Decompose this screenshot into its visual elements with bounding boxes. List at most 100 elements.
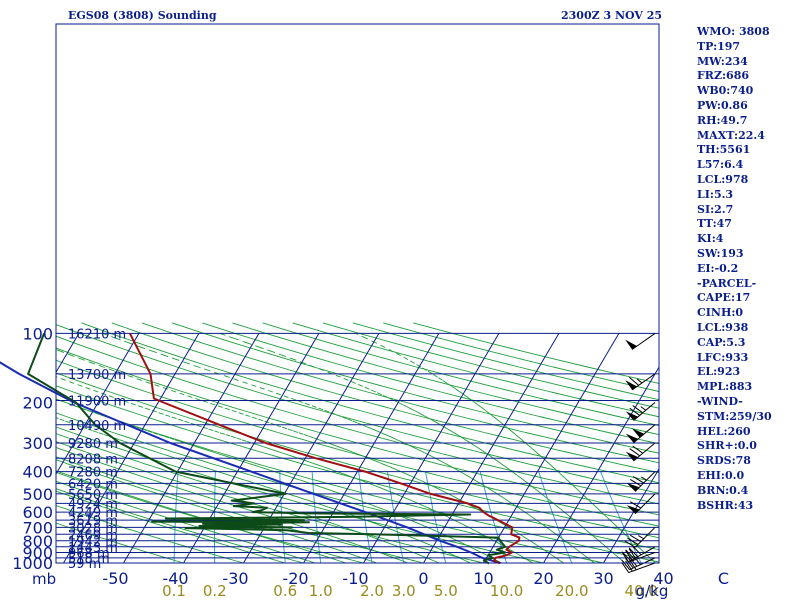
height-label: 968 m: [68, 546, 110, 561]
pressure-tick-label: 900: [22, 543, 53, 562]
dewpoint-line: [27, 333, 507, 565]
dry-adiabat-line: [141, 322, 660, 464]
index-line: SW:193: [697, 247, 744, 260]
isotherm-line: [55, 333, 80, 373]
index-line: -WIND-: [697, 395, 743, 408]
height-label: 10490 m: [68, 419, 126, 434]
index-line: BSHR:43: [697, 498, 754, 512]
index-line: WB0:740: [697, 84, 754, 98]
dry-adiabat-line: [352, 322, 660, 401]
height-label: 5650 m: [68, 488, 118, 503]
index-line: LCL:938: [697, 321, 749, 334]
index-line: EHI:0.0: [697, 469, 745, 482]
mixing-ratio-label: 2.0: [360, 582, 384, 600]
mixing-ratio-label: 0.1: [162, 582, 186, 600]
height-label: 4249 m: [68, 506, 118, 521]
mixing-ratio-label: 3.0: [392, 582, 416, 600]
wind-barb: [621, 548, 656, 563]
index-line: LI:5.3: [697, 187, 734, 201]
temperature-tick-label: -50: [102, 569, 128, 588]
height-label: 6420 m: [68, 477, 118, 492]
index-line: MW:234: [697, 54, 748, 68]
pressure-tick-label: 100: [22, 324, 53, 343]
index-line: TH:5561: [697, 143, 751, 157]
height-label: 8208 m: [68, 452, 118, 467]
isotherm-line: [363, 333, 500, 564]
pressure-tick-label: 200: [22, 394, 53, 413]
station-title: EGS08 (3808) Sounding: [68, 9, 217, 22]
isotherm-line: [303, 333, 440, 564]
temperature-tick-label: 20: [533, 569, 553, 588]
plot-frame: [55, 23, 660, 564]
sounding-profiles: [0, 332, 521, 565]
height-label: 7280 m: [68, 466, 118, 481]
height-label: 4924 m: [68, 497, 118, 512]
isotherm-line: [123, 333, 260, 564]
pressure-unit-label: mb: [32, 570, 56, 588]
isotherm-line: [55, 333, 140, 475]
index-line: LFC:933: [697, 350, 749, 364]
mixing-ratio-label: 5.0: [434, 582, 458, 600]
pressure-tick-label: 500: [22, 485, 53, 504]
temperature-tick-label: -40: [162, 569, 188, 588]
height-label: 3028 m: [68, 521, 118, 536]
pressure-tick-label: 800: [22, 532, 53, 551]
index-line: HEL:260: [697, 424, 751, 438]
wind-barb: [625, 402, 656, 421]
height-label: 16210 m: [68, 327, 126, 342]
index-line: TP:197: [697, 39, 741, 53]
isobars: [56, 332, 659, 564]
mixing-ratio-line: [173, 471, 179, 564]
temperature-tick-label: 40: [653, 569, 673, 588]
dry-adiabat-line: [55, 385, 660, 551]
dry-adiabat-line: [55, 324, 660, 494]
isotherm-line: [483, 333, 620, 564]
index-line: WMO: 3808: [697, 25, 770, 38]
index-line: MAXT:22.4: [697, 128, 765, 142]
mixing-ratio-label: 0.6: [273, 582, 297, 600]
index-line: MPL:883: [697, 380, 753, 394]
height-label: 1443 m: [68, 541, 118, 556]
pressure-tick-label: 700: [22, 518, 53, 537]
mixing-ratio-label: 40.0: [624, 582, 657, 600]
height-label: 3619 m: [68, 514, 118, 529]
index-line: -PARCEL-: [697, 276, 757, 290]
dry-adiabat-line: [202, 322, 660, 445]
dry-adiabat-line: [292, 322, 660, 418]
temperature-tick-label: -10: [342, 569, 368, 588]
index-line: CAP:5.3: [697, 335, 746, 349]
temperature-tick-label: 30: [593, 569, 613, 588]
index-line: CINH:0: [697, 306, 744, 320]
index-line: TT:47: [697, 217, 732, 231]
wind-barb: [626, 493, 656, 515]
wind-barbs: [621, 333, 656, 574]
height-label: 2469 m: [68, 528, 118, 543]
index-line: CAPE:17: [697, 291, 751, 305]
dry-adiabat-line: [55, 347, 660, 516]
isotherm-line: [543, 366, 660, 564]
index-line: SRDS:78: [697, 454, 751, 468]
index-line: BRN:0.4: [697, 483, 749, 497]
index-line: LCL:978: [697, 173, 749, 186]
temperature-tick-label: -20: [282, 569, 308, 588]
mixing-ratio-label: 20.0: [555, 582, 588, 600]
valid-time: 2300Z 3 NOV 25: [561, 9, 663, 22]
temperature-tick-label: C: [718, 569, 729, 588]
temperature-tick-label: -30: [222, 569, 248, 588]
pressure-tick-label: 1000: [12, 554, 53, 573]
height-label: 59 m: [68, 557, 101, 572]
dry-adiabat-line: [383, 322, 660, 392]
pressure-tick-label: 400: [22, 463, 53, 482]
wind-barb: [624, 527, 656, 548]
wind-barb: [625, 442, 656, 462]
wind-barb: [625, 373, 656, 391]
isotherm-line: [603, 468, 660, 564]
height-label: 1942 m: [68, 535, 118, 550]
isotherm-line: [423, 333, 560, 564]
temperature-tick-label: 10: [473, 569, 493, 588]
mixing-ratio-unit-label: g/kg: [636, 582, 669, 600]
mixing-ratio-label: 10.0: [490, 582, 523, 600]
wind-barb: [621, 545, 656, 562]
